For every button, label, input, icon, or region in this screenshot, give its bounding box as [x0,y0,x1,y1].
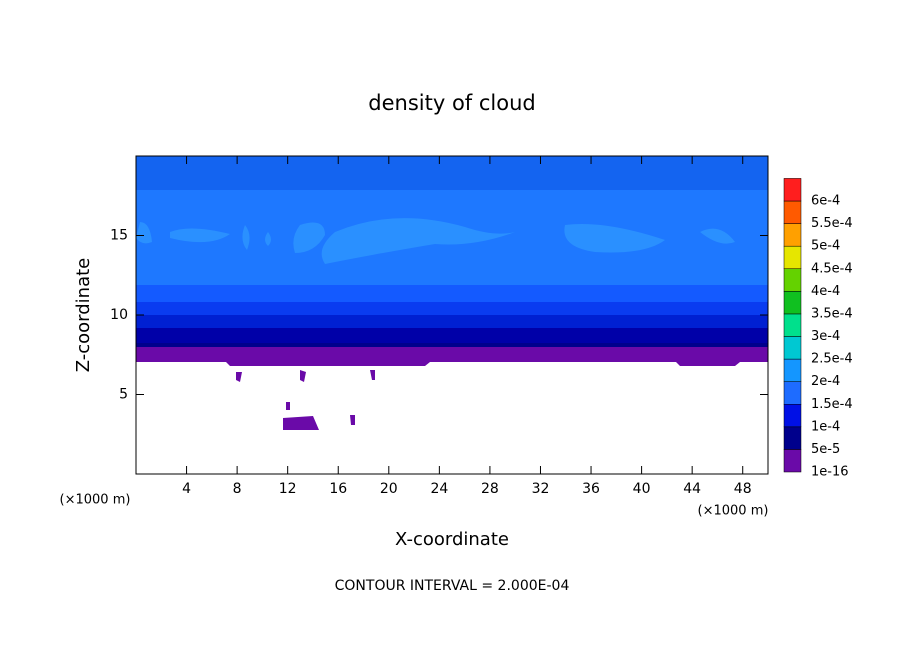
colorbar-label: 5.5e-4 [811,216,853,231]
contour-field [136,156,768,430]
x-tick-label: 36 [582,481,600,497]
colorbar-swatch [783,381,802,405]
colorbar-label: 1.5e-4 [811,397,853,412]
colorbar-label: 3e-4 [811,329,840,344]
x-tick-label: 48 [734,481,752,497]
colorbar-label: 3.5e-4 [811,306,853,321]
x-tick-label: 12 [279,481,297,497]
colorbar-swatch [783,245,802,270]
colorbar-swatch [783,200,802,224]
footer-note: CONTOUR INTERVAL = 2.000E-04 [335,578,570,594]
colorbar-swatch [783,268,802,292]
x-tick-label: 8 [233,481,242,497]
colorbar-label: 5e-4 [811,239,840,254]
colorbar-label: 1e-16 [811,465,849,480]
chart-title: density of cloud [368,91,535,115]
colorbar-swatch [783,336,802,360]
colorbar-swatch [783,223,802,247]
colorbar-swatch [783,178,802,202]
x-tick-label: 40 [633,481,651,497]
y-axis-label: Z-coordinate [73,258,94,373]
colorbar-label: 6e-4 [811,194,840,209]
x-tick-label: 44 [683,481,701,497]
colorbar-swatch [783,313,802,337]
colorbar-label: 4.5e-4 [811,261,853,276]
x-tick-label: 24 [430,481,448,497]
colorbar-swatch [783,449,802,473]
x-tick-label: 32 [532,481,550,497]
colorbar-label: 1e-4 [811,419,840,434]
colorbar-label: 4e-4 [811,284,840,299]
colorbar-swatch [783,404,802,428]
y-tick-label: 15 [110,228,128,244]
x-tick-label: 20 [380,481,398,497]
y-unit: (×1000 m) [60,493,131,508]
colorbar-label: 5e-5 [811,442,840,457]
x-tick-label: 4 [182,481,191,497]
x-unit: (×1000 m) [698,504,769,519]
x-tick-label: 16 [329,481,347,497]
x-axis-label: X-coordinate [395,529,509,550]
colorbar-swatch [783,426,802,450]
colorbar-label: 2e-4 [811,374,840,389]
x-tick-label: 28 [481,481,499,497]
colorbar-swatch [783,358,802,382]
colorbar-label: 2.5e-4 [811,352,853,367]
y-tick-label: 10 [110,307,128,323]
colorbar-swatch [783,291,802,315]
y-tick-label: 5 [119,387,128,403]
